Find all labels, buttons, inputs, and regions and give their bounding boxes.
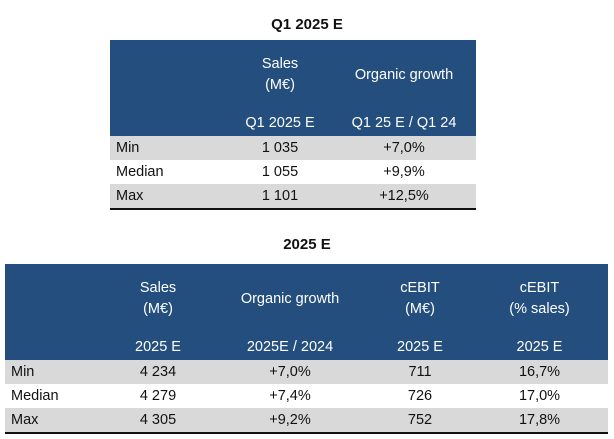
t1-subheader-corner xyxy=(110,110,228,136)
cell-cebit: 711 xyxy=(369,360,471,384)
cell-cebit-pct: 16,7% xyxy=(471,360,608,384)
table-row: Min 4 234 +7,0% 711 16,7% xyxy=(5,360,608,384)
t2-header-corner xyxy=(5,264,105,334)
t2-header-cebit-pct: cEBIT (% sales) xyxy=(471,264,608,334)
row-label: Min xyxy=(110,136,228,160)
cell-growth: +9,9% xyxy=(383,164,425,180)
row-label: Median xyxy=(116,164,164,180)
table-row: Max 4 305 +9,2% 752 17,8% xyxy=(5,408,608,434)
cell-growth: +12,5% xyxy=(332,184,476,210)
t1-header-sales: Sales (M€) xyxy=(228,40,332,110)
t2-subheader-growth: 2025E / 2024 xyxy=(211,334,369,360)
cell-sales: 1 055 xyxy=(261,164,299,180)
row-label: Median xyxy=(11,388,59,404)
t2-header-cebit-pct-l2: (% sales) xyxy=(509,301,570,317)
q1-2025-table: Sales (M€) Organic growth Q1 2025 E Q1 2… xyxy=(110,40,476,210)
cell-sales: 1 035 xyxy=(228,136,332,160)
cell-sales: 4 234 xyxy=(105,360,211,384)
cell-sales: 4 279 xyxy=(139,388,177,404)
table-row: Max 1 101 +12,5% xyxy=(110,184,476,210)
t2-header-sales-l1: Sales xyxy=(139,280,177,296)
t2-header-cebit-l2: (M€) xyxy=(405,301,435,317)
t1-header-sales-l2: (M€) xyxy=(265,77,295,93)
row-label: Max xyxy=(110,184,228,210)
t2-header-cebit: cEBIT (M€) xyxy=(369,264,471,334)
cell-cebit: 752 xyxy=(369,408,471,434)
cell-growth: +9,2% xyxy=(211,408,369,434)
cell-cebit-pct: 17,0% xyxy=(518,388,561,404)
table-row: Median 1 055 +9,9% xyxy=(110,160,476,184)
t1-subheader-sales: Q1 2025 E xyxy=(228,110,332,136)
t1-header-organic-growth: Organic growth xyxy=(332,40,476,110)
row-label: Max xyxy=(5,408,105,434)
cell-growth: +7,0% xyxy=(332,136,476,160)
table1-title: Q1 2025 E xyxy=(271,16,343,33)
cell-growth: +7,0% xyxy=(211,360,369,384)
cell-sales: 1 101 xyxy=(228,184,332,210)
t2-header-cebit-pct-l1: cEBIT xyxy=(519,280,560,296)
t1-header-corner xyxy=(110,40,228,110)
t1-subheader-growth: Q1 25 E / Q1 24 xyxy=(332,110,476,136)
t2-subheader-corner xyxy=(5,334,105,360)
row-label: Min xyxy=(5,360,105,384)
cell-growth: +7,4% xyxy=(269,388,311,404)
fy-2025-table: Sales (M€) Organic growth cEBIT (M€) cEB… xyxy=(5,264,608,434)
t2-subheader-sales: 2025 E xyxy=(105,334,211,360)
t2-header-organic-growth: Organic growth xyxy=(211,264,369,334)
table-row: Min 1 035 +7,0% xyxy=(110,136,476,160)
cell-cebit-pct: 17,8% xyxy=(471,408,608,434)
t1-header-sales-l1: Sales xyxy=(261,56,299,72)
t2-subheader-cebit-pct: 2025 E xyxy=(471,334,608,360)
t2-header-sales-l2: (M€) xyxy=(143,301,173,317)
t2-header-sales: Sales (M€) xyxy=(105,264,211,334)
t2-subheader-cebit: 2025 E xyxy=(369,334,471,360)
table2-title: 2025 E xyxy=(283,236,331,253)
table-row: Median 4 279 +7,4% 726 17,0% xyxy=(5,384,608,408)
cell-cebit: 726 xyxy=(407,388,433,404)
cell-sales: 4 305 xyxy=(105,408,211,434)
t2-header-cebit-l1: cEBIT xyxy=(400,280,440,296)
